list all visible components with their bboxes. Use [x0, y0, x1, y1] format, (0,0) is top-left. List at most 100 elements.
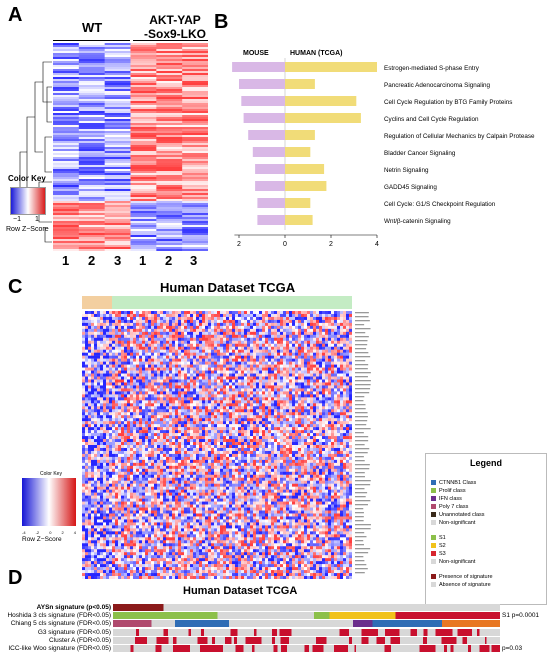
legend-swatch [431, 496, 436, 501]
subclass-legend-item: S1 [431, 535, 446, 541]
signature-row-label: Chiang 5 cls signature (FDR<0.05) [10, 620, 111, 628]
signature-row-bar [113, 604, 500, 611]
signature-row-label: G3 signature (FDR<0.05) [37, 628, 111, 636]
pathway-label: Bladder Cancer Signaling [384, 150, 456, 157]
mouse-bar [255, 164, 285, 174]
subclass-legend-item: S2 [431, 543, 446, 549]
panel-c-title: Human Dataset TCGA [160, 280, 296, 295]
legend-swatch [431, 504, 436, 509]
human-bar [285, 96, 357, 106]
signature-row-bar [113, 645, 500, 652]
signature-pvalue: p=0.03 [502, 645, 523, 652]
pathway-label: Estrogen-mediated S-phase Entry [384, 65, 480, 72]
sample-id-3: 3 [114, 253, 122, 268]
legend-swatch [431, 512, 436, 517]
panel-a-colorkey-tick-neg: −1 [13, 216, 21, 223]
human-bar [285, 79, 315, 89]
signature-row-label: Cluster A (FDR<0.05) [49, 636, 111, 644]
panel-a-label: A [8, 4, 23, 26]
human-bar [285, 113, 361, 123]
x-tick-label: 2 [329, 241, 333, 248]
legend-swatch [431, 480, 436, 485]
x-tick-label: 0 [283, 241, 287, 248]
legend-label: Non-significant [439, 520, 476, 526]
sample-id-1: 1 [62, 253, 70, 268]
akt-group-label-1: AKT-YAP [149, 13, 201, 27]
legend-swatch [431, 582, 436, 587]
panel-c-colorkey-label: Row Z−Score [22, 536, 62, 543]
legend-label: S2 [439, 543, 446, 549]
legend-label: Presence of signature [439, 574, 493, 580]
signature-row-bar [113, 636, 500, 644]
human-bar [285, 181, 327, 191]
human-bar [285, 130, 315, 140]
signature-row-bar [113, 620, 500, 628]
class-legend-item: CTNNB1 Class [431, 480, 476, 486]
panel-a-heatmap [53, 43, 208, 251]
legend-swatch [431, 488, 436, 493]
signature-row-label: AYSn signature (p<0.05) [36, 604, 111, 611]
legend-label: S3 [439, 551, 446, 557]
sample-id-5: 2 [165, 253, 173, 268]
human-bar [285, 215, 313, 225]
mouse-bar [248, 130, 285, 140]
legend-swatch [431, 559, 436, 564]
pathway-label: Regulation of Cellular Mechanics by Calp… [384, 133, 535, 140]
pathway-label: Cell Cycle: G1/S Checkpoint Regulation [384, 201, 496, 208]
akt-bracket [133, 40, 208, 41]
pathway-label: GADD45 Signaling [384, 184, 437, 191]
legend-swatch [431, 574, 436, 579]
mouse-column-header: MOUSE [243, 50, 269, 57]
pathway-label: Netrin Signaling [384, 167, 429, 174]
wt-bracket [53, 40, 130, 41]
mouse-bar [255, 181, 285, 191]
signature-row-bar [113, 612, 500, 620]
legend-label: Non-significant [439, 559, 476, 565]
panel-a-colorkey-tick-pos: 1 [35, 216, 39, 223]
panel-b-label: B [214, 11, 229, 33]
pathway-label: Cyclins and Cell Cycle Regulation [384, 116, 479, 123]
mouse-bar [243, 113, 285, 123]
mouse-bar [252, 147, 285, 157]
panel-a-colorkey-gradient [10, 187, 46, 215]
class-legend-item: IFN class [431, 496, 462, 502]
legend-swatch [431, 543, 436, 548]
panel-a-colorkey-label: Row Z−Score [6, 226, 49, 233]
signature-legend-item: Absence of signature [431, 582, 491, 588]
class-legend-item: Unannotated class [431, 512, 485, 518]
panel-c-top-annotation-1 [82, 296, 112, 309]
human-bar [285, 164, 325, 174]
class-legend-item: Non-significant [431, 520, 475, 526]
subclass-legend-item: Non-significant [431, 559, 475, 565]
class-legend-item: Poly 7 class [431, 504, 468, 510]
legend-swatch [431, 535, 436, 540]
legend-label: S1 [439, 535, 446, 541]
class-legend-item: Prolif class [431, 488, 466, 494]
mouse-bar [232, 62, 285, 72]
signature-row-bar [113, 628, 500, 636]
panel-b-chart: Estrogen-mediated S-phase Entry Pancreati… [232, 58, 535, 248]
sample-id-6: 3 [190, 253, 198, 268]
legend-label: CTNNB1 Class [439, 480, 477, 486]
human-bar [285, 147, 311, 157]
pathway-label: Cell Cycle Regulation by BTG Family Prot… [384, 99, 512, 106]
panel-c-row-labels [355, 312, 371, 574]
legend-label: Poly 7 class [439, 504, 469, 510]
panel-a-colorkey-title: Color Key [8, 174, 46, 183]
panel-c-colorkey-title: Color Key [40, 471, 62, 477]
x-tick-label: 4 [375, 241, 379, 248]
signature-legend-item: Presence of signature [431, 574, 493, 580]
panel-c-heatmap [82, 311, 352, 579]
legend-label: Prolif class [439, 488, 466, 494]
x-tick-label: 2 [237, 241, 241, 248]
ck-tick-4: 2 [61, 530, 64, 535]
legend-title: Legend [469, 458, 502, 468]
legend-swatch [431, 551, 436, 556]
signature-pvalue: S1 p=0.0001 [502, 612, 540, 620]
panel-c-top-annotation-2 [112, 296, 352, 309]
legend-box: Legend CTNNB1 Class Prolif class IFN class… [425, 453, 547, 605]
legend-swatch [431, 520, 436, 525]
legend-label: Absence of signature [439, 582, 491, 588]
panel-d-label: D [8, 567, 23, 589]
subclass-legend-item: S3 [431, 551, 446, 557]
